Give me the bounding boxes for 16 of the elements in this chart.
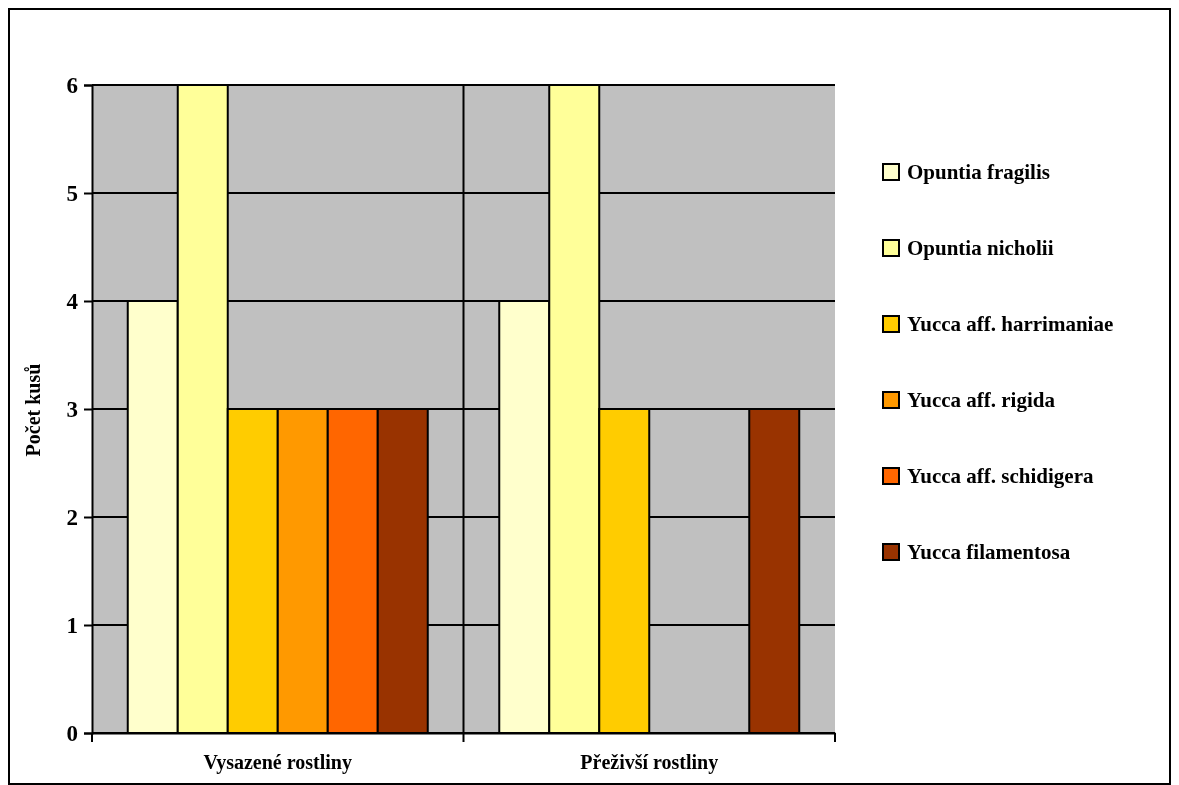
- y-tick-label: 0: [66, 721, 78, 747]
- legend-label: Yucca aff. schidigera: [907, 464, 1094, 489]
- y-tick-label: 1: [66, 613, 78, 639]
- x-tick-label: Přeživší rostliny: [580, 751, 719, 775]
- y-tick-label: 3: [66, 397, 78, 423]
- y-tick-label: 5: [66, 181, 78, 207]
- legend-label: Yucca aff. rigida: [907, 388, 1056, 413]
- legend-label: Opuntia fragilis: [907, 160, 1050, 185]
- y-tick-label: 2: [66, 505, 78, 531]
- legend-label: Opuntia nicholii: [907, 236, 1054, 261]
- y-tick-label: 4: [66, 289, 79, 315]
- y-tick-label: 6: [66, 73, 78, 99]
- legend-label: Yucca aff. harrimaniae: [907, 312, 1114, 337]
- y-axis-title: Počet kusů: [22, 363, 44, 457]
- legend-label: Yucca filamentosa: [907, 540, 1071, 565]
- x-tick-label: Vysazené rostliny: [203, 751, 352, 775]
